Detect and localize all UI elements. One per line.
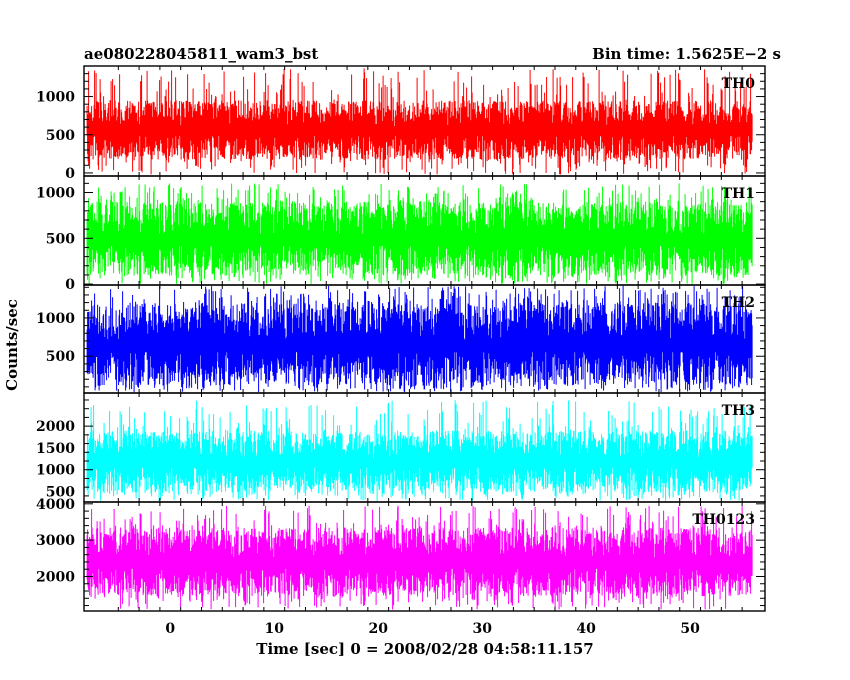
series-line-th2 [86, 285, 753, 393]
y-tick-label: 2000 [36, 419, 75, 435]
panel-th1: 0 500 1000 TH1 [36, 175, 766, 293]
series-line-th0123 [86, 505, 753, 610]
panel-frame [83, 501, 766, 612]
series-line-th3 [86, 400, 753, 501]
x-tick-label: 30 [472, 621, 492, 637]
series-line-th1 [86, 183, 753, 284]
panel-label: TH2 [722, 295, 755, 311]
panel-th3: 500 1000 1500 2000 TH3 [36, 392, 766, 503]
y-axis-label: Counts/sec [3, 299, 21, 391]
panel-label: TH3 [722, 403, 755, 419]
y-tick-label: 0 [65, 277, 75, 293]
y-tick-label: 500 [46, 231, 75, 247]
y-tick-label: 500 [46, 485, 75, 501]
chart-title-left: ae080228045811_wam3_bst [84, 45, 318, 63]
y-tick-label: 500 [46, 349, 75, 365]
y-tick-label: 4000 [36, 497, 75, 513]
panel-th2: 500 1000 TH2 [36, 284, 766, 394]
x-tick-label: 50 [680, 621, 700, 637]
panel-label: TH0123 [692, 512, 755, 528]
y-tick-label: 1000 [36, 311, 75, 327]
y-tick-label: 2000 [36, 569, 75, 585]
panel-label: TH1 [722, 186, 755, 202]
y-tick-label: 1000 [36, 463, 75, 479]
x-axis-label: Time [sec] 0 = 2008/02/28 04:58:11.157 [256, 640, 593, 658]
y-tick-label: 3000 [36, 533, 75, 549]
panels-group: 0 500 1000 TH0 0 500 1000 TH1 500 1000 TH2 500 1000 1… [36, 65, 766, 612]
x-tick-label: 10 [265, 621, 285, 637]
chart-title-right: Bin time: 1.5625E−2 s [592, 45, 781, 63]
y-tick-label: 0 [65, 166, 75, 182]
y-tick-label: 1000 [36, 90, 75, 106]
panel-label: TH0 [722, 76, 756, 92]
y-tick-label: 500 [46, 128, 75, 144]
y-tick-label: 1000 [36, 185, 75, 201]
series-line-th0 [86, 68, 753, 175]
x-tick-label: 20 [368, 621, 388, 637]
x-tick-label: 40 [576, 621, 596, 637]
x-axis: 0 10 20 30 40 50 [165, 621, 700, 637]
panel-th0123: 2000 3000 4000 TH0123 [36, 497, 766, 612]
y-tick-label: 1500 [36, 441, 75, 457]
x-tick-label: 0 [165, 621, 175, 637]
panel-th0: 0 500 1000 TH0 [36, 65, 766, 182]
